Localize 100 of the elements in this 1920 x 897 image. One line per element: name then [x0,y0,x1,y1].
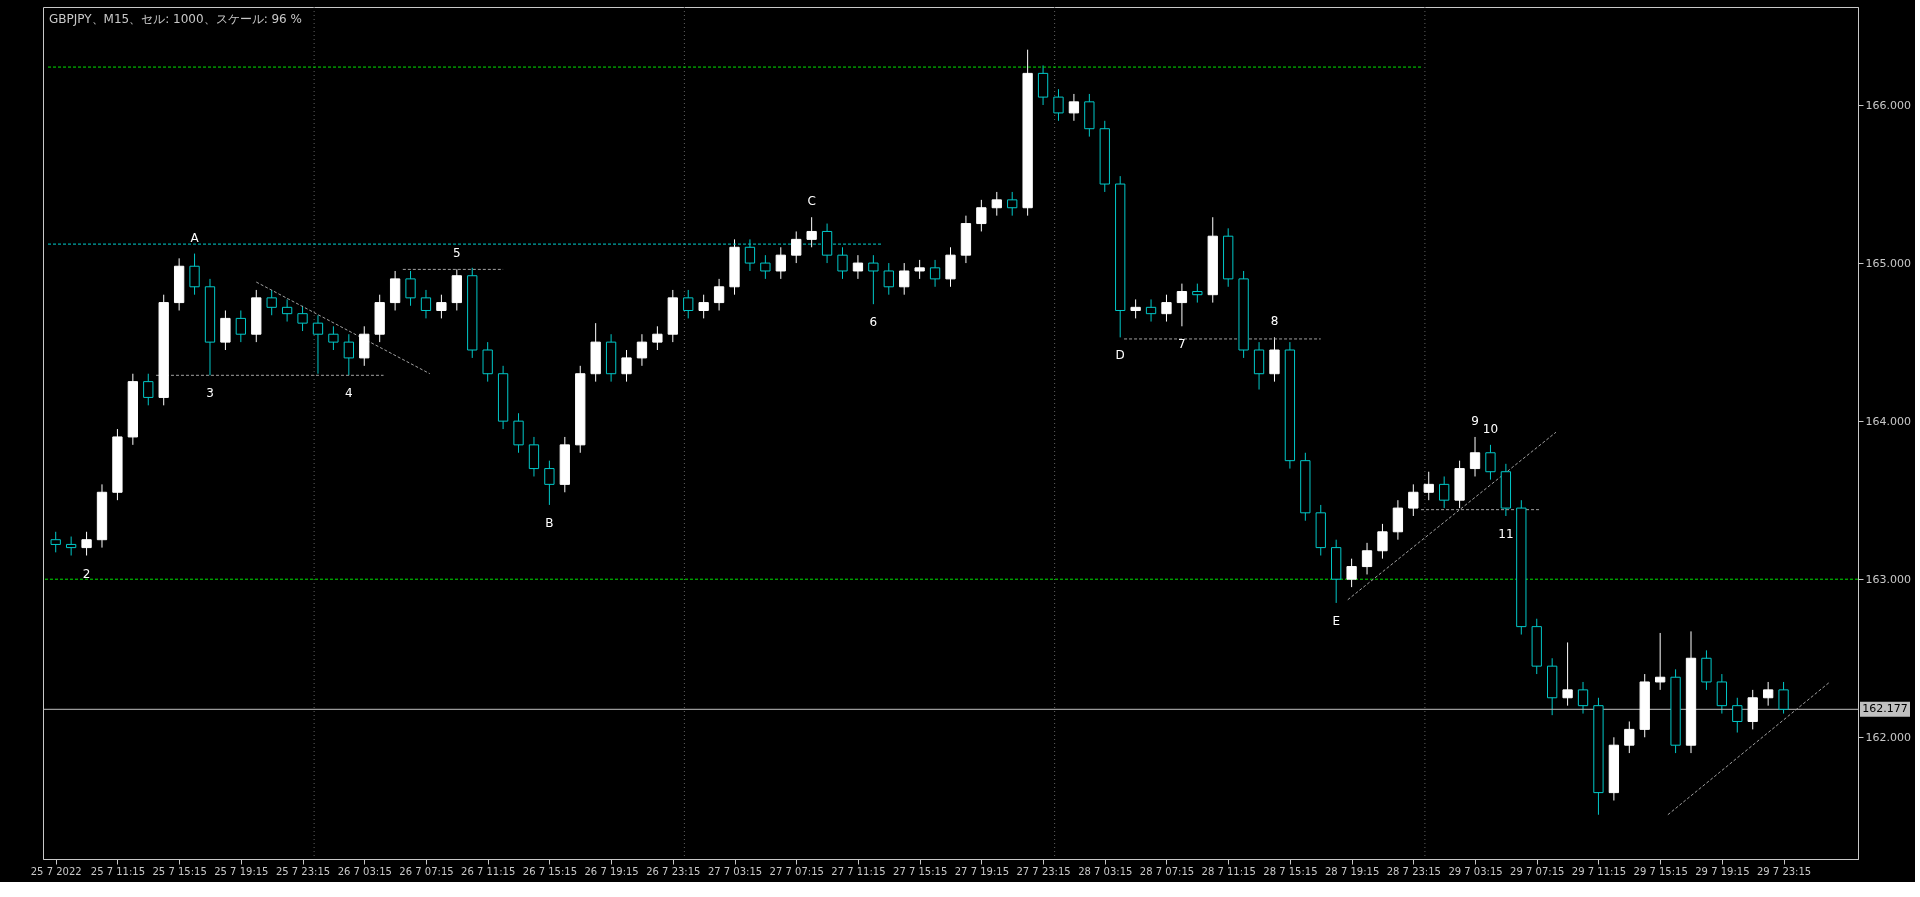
annotation: A [190,230,200,245]
candlestick [837,246,848,280]
candlestick [929,259,941,288]
candlestick [1361,542,1373,575]
candlestick [328,325,339,351]
candlestick [1037,64,1049,106]
chart-title: GBPJPY、M15、セル: 1000、スケール: 96 % [49,12,302,26]
x-tick-label: 25 7 2022 [30,865,82,877]
annotation: 7 [1178,337,1186,352]
x-tick-label: 29 7 19:15 [1695,865,1750,877]
candlestick [1747,689,1758,730]
annotation: 5 [453,246,461,261]
candlestick [436,294,447,319]
candlestick [1423,471,1434,501]
candlestick [343,333,354,376]
candlestick [513,412,524,454]
candlestick [1253,341,1265,391]
x-tick-label: 28 7 19:15 [1324,865,1380,877]
candlestick [235,310,246,343]
x-tick-label: 26 7 15:15 [522,865,578,877]
x-tick-label: 29 7 23:15 [1756,865,1812,877]
x-tick-label: 25 7 19:15 [214,865,269,877]
candlestick [1176,283,1188,327]
y-tick-label: 164.000 [1865,414,1911,428]
x-tick-label: 27 7 23:15 [1016,865,1071,877]
x-tick-label: 25 7 23:15 [275,865,331,877]
annotation: 8 [1270,314,1279,329]
candlestick [1130,298,1141,319]
candlestick [698,294,709,319]
candlestick [1392,499,1404,541]
candlestick [791,230,802,264]
annotation: 10 [1482,421,1499,436]
candlestick [1408,483,1419,517]
candlestick [1192,283,1203,304]
candlestick [1732,697,1743,734]
annotation: B [545,515,554,530]
candlestick [420,289,432,319]
candlestick [652,325,663,351]
candlestick [1068,93,1080,122]
y-tick-label: 162.000 [1865,730,1911,744]
x-tick-label: 28 7 07:15 [1139,865,1195,877]
candlestick [1485,444,1496,481]
candlestick [189,253,200,296]
candlestick [143,373,154,406]
candlestick [1145,298,1157,323]
x-tick-label: 26 7 11:15 [461,865,516,877]
candlestick [405,270,416,307]
annotation: E [1332,613,1340,628]
candlestick [1716,673,1728,715]
x-tick-label: 29 7 15:15 [1633,865,1688,877]
candlestick [976,199,987,232]
candlestick [1469,436,1481,477]
candlestick [914,259,925,280]
candlestick [266,289,277,316]
candlestick [220,310,231,351]
x-tick-label: 27 7 11:15 [831,865,886,877]
y-tick-label: 165.000 [1865,256,1911,270]
x-tick-label: 27 7 03:15 [707,865,763,877]
candlestick [636,333,648,367]
x-tick-label: 26 7 07:15 [399,865,454,877]
x-tick-label: 29 7 03:15 [1448,865,1503,877]
x-tick-label: 27 7 07:15 [769,865,824,877]
candlestick [544,460,555,506]
x-tick-label: 25 7 11:15 [90,865,146,877]
annotation: D [1115,348,1125,363]
y-tick-label: 163.000 [1865,572,1911,586]
x-tick-label: 26 7 19:15 [584,865,639,877]
annotation: 4 [345,386,353,401]
x-tick-label: 27 7 15:15 [893,865,948,877]
candlestick [1161,294,1172,323]
candlestick [81,531,92,556]
candlestick [683,289,694,319]
candlestick [1007,191,1018,217]
candlestick [1577,681,1589,715]
candlestick [359,325,370,367]
candlestick [1655,632,1666,691]
candlestick [65,536,77,556]
candlestick [852,254,864,280]
candlestick [775,246,786,280]
candlestick [760,254,771,280]
candlestick [868,254,879,305]
candlestick [1377,523,1388,560]
annotation: C [807,194,816,209]
annotation: 11 [1498,526,1514,541]
x-tick-label: 29 7 07:15 [1510,865,1565,877]
candlestick [883,262,894,296]
x-tick-label: 27 7 19:15 [954,865,1009,877]
candlestick [1701,649,1712,691]
candlestick [1763,681,1774,707]
x-tick-label: 26 7 03:15 [337,865,392,877]
candlestick [297,305,308,332]
candlestick [945,246,956,288]
ref-line-label: 162.177 [1862,702,1908,716]
x-tick-label: 29 7 11:15 [1571,865,1627,877]
candlestick [312,314,324,375]
annotation: 2 [82,566,91,581]
x-tick-label: 28 7 23:15 [1386,865,1441,877]
candlestick [1624,720,1635,754]
candlestick [281,298,293,323]
candlestick [991,191,1002,217]
